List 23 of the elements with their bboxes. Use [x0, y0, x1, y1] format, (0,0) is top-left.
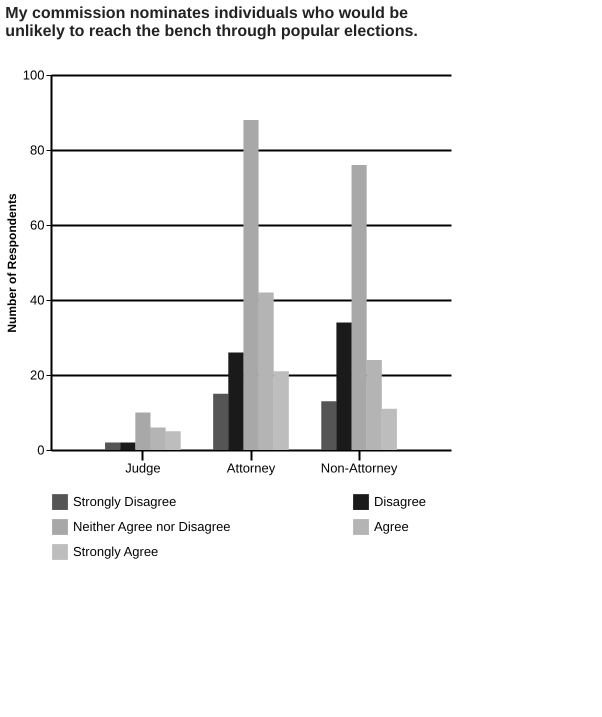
x-tick-label: Non-Attorney [320, 460, 398, 476]
bar [228, 352, 244, 450]
legend-label: Disagree [374, 494, 426, 510]
bar [336, 322, 352, 450]
bar [105, 442, 120, 450]
bar [120, 442, 136, 450]
y-tick-label: 0 [37, 442, 44, 458]
bar [213, 394, 228, 450]
legend-label: Neither Agree nor Disagree [73, 519, 231, 534]
legend-label: Strongly Disagree [73, 494, 176, 510]
x-tick-label: Judge [125, 460, 161, 476]
text: unlikely to reach the bench through popular elections. [5, 23, 418, 40]
text: My commission nominates individuals who would be [5, 5, 408, 22]
x-tick-label: Attorney [226, 460, 276, 476]
y-tick-label: 100 [22, 68, 44, 82]
legend-label: Agree [374, 519, 409, 534]
y-tick-label: 80 [30, 142, 44, 158]
y-axis-title: Number of Respondents [4, 193, 19, 333]
y-tick-label: 60 [30, 218, 44, 232]
legend-label: Strongly Agree [73, 544, 158, 559]
bar [321, 401, 336, 450]
y-tick-label: 40 [30, 292, 44, 308]
y-tick-label: 20 [30, 368, 44, 382]
